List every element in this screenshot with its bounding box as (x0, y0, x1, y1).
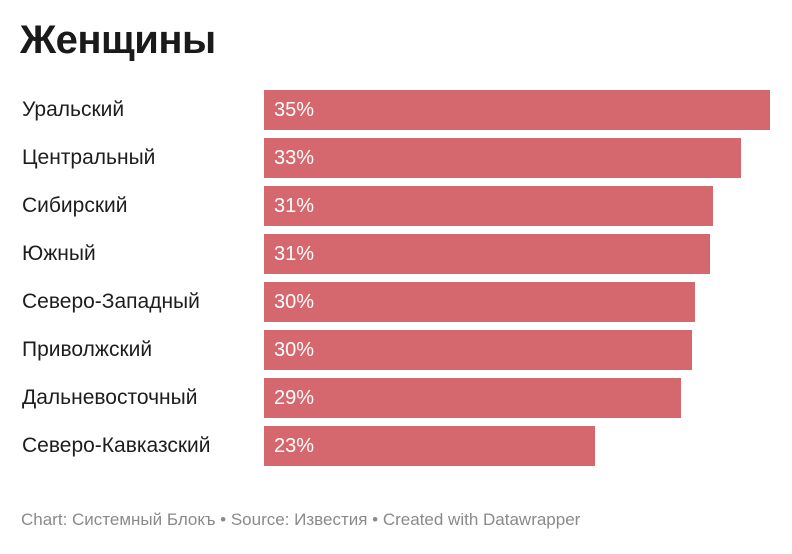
bar-chart: Уральский 35% Центральный 33% Сибирский 31% Юж… (0, 90, 792, 472)
category-label: Северо-Кавказский (22, 434, 211, 457)
category-label: Сибирский (22, 194, 128, 217)
bar-row: Северо-Кавказский 23% (0, 426, 792, 466)
bar (264, 282, 696, 322)
bar (264, 234, 710, 274)
value-label: 31% (274, 195, 315, 217)
bar (264, 426, 595, 466)
bar-row: Сибирский 31% (0, 186, 792, 226)
bar-row: Приволжский 30% (0, 330, 792, 370)
bar-row: Южный 31% (0, 234, 792, 274)
bar-row: Дальневосточный 29% (0, 378, 792, 418)
bar (264, 330, 693, 370)
bar (264, 186, 713, 226)
value-label: 30% (274, 291, 315, 313)
value-label: 35% (274, 99, 315, 121)
bar (264, 138, 742, 178)
bar-row: Северо-Западный 30% (0, 282, 792, 322)
category-label: Южный (22, 242, 96, 265)
value-label: 29% (274, 387, 315, 409)
bar (264, 378, 681, 418)
category-label: Центральный (22, 146, 156, 169)
value-label: 33% (274, 147, 315, 169)
category-label: Северо-Западный (22, 290, 200, 313)
value-label: 30% (274, 339, 315, 361)
chart-title: Женщины (20, 18, 216, 62)
bar-row: Уральский 35% (0, 90, 792, 130)
bar-row: Центральный 33% (0, 138, 792, 178)
value-label: 23% (274, 435, 315, 457)
category-label: Дальневосточный (22, 386, 198, 409)
value-label: 31% (274, 243, 315, 265)
category-label: Приволжский (22, 338, 153, 361)
category-label: Уральский (22, 98, 125, 121)
bar (264, 90, 770, 130)
chart-footer: Chart: Системный Блокъ • Source: Извести… (21, 510, 581, 529)
